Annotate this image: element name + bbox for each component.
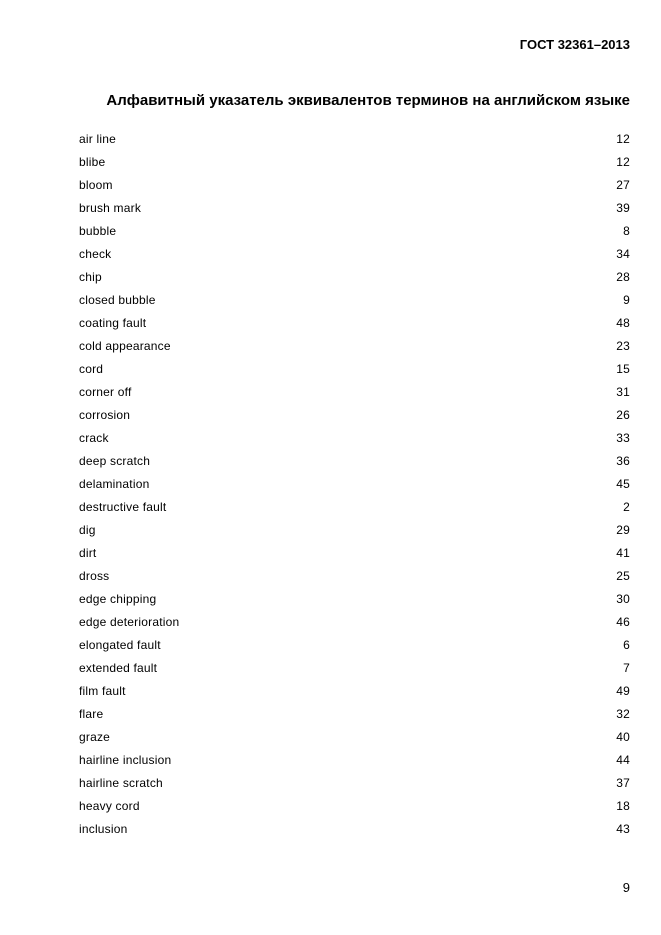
index-entry: graze 40 xyxy=(79,729,630,752)
index-entry: cord 15 xyxy=(79,361,630,384)
entry-term: film fault xyxy=(79,684,126,698)
entry-term: delamination xyxy=(79,477,150,491)
entry-page: 39 xyxy=(616,201,630,215)
entry-page: 36 xyxy=(616,454,630,468)
entry-term: dirt xyxy=(79,546,97,560)
index-entry: bloom 27 xyxy=(79,177,630,200)
entry-term: chip xyxy=(79,270,102,284)
entry-term: edge deterioration xyxy=(79,615,180,629)
entry-term: elongated fault xyxy=(79,638,161,652)
index-entry: corner off 31 xyxy=(79,384,630,407)
index-entry: blibe 12 xyxy=(79,154,630,177)
index-entry: edge deterioration 46 xyxy=(79,614,630,637)
entry-page: 34 xyxy=(616,247,630,261)
entry-page: 7 xyxy=(623,661,630,675)
index-entry: film fault 49 xyxy=(79,683,630,706)
index-entry: crack 33 xyxy=(79,430,630,453)
index-entry: deep scratch 36 xyxy=(79,453,630,476)
entry-page: 2 xyxy=(623,500,630,514)
entry-page: 48 xyxy=(616,316,630,330)
entry-term: crack xyxy=(79,431,109,445)
index-entry: chip 28 xyxy=(79,269,630,292)
entry-page: 15 xyxy=(616,362,630,376)
index-entry: delamination 45 xyxy=(79,476,630,499)
entry-term: bubble xyxy=(79,224,117,238)
entry-term: graze xyxy=(79,730,111,744)
index-entry: bubble 8 xyxy=(79,223,630,246)
entry-term: flare xyxy=(79,707,104,721)
entry-term: deep scratch xyxy=(79,454,151,468)
entry-term: closed bubble xyxy=(79,293,156,307)
term-index-list: air line 12 blibe 12 bloom 27 brush mark 39 bubb… xyxy=(79,131,630,844)
entry-term: cord xyxy=(79,362,104,376)
entry-term: blibe xyxy=(79,155,106,169)
entry-term: corrosion xyxy=(79,408,131,422)
index-entry: inclusion 43 xyxy=(79,821,630,844)
index-entry: closed bubble 9 xyxy=(79,292,630,315)
entry-term: extended fault xyxy=(79,661,158,675)
index-entry: edge chipping 30 xyxy=(79,591,630,614)
index-entry: air line 12 xyxy=(79,131,630,154)
entry-page: 31 xyxy=(616,385,630,399)
index-entry: hairline inclusion 44 xyxy=(79,752,630,775)
index-entry: heavy cord 18 xyxy=(79,798,630,821)
entry-page: 12 xyxy=(616,132,630,146)
entry-term: inclusion xyxy=(79,822,128,836)
entry-term: hairline scratch xyxy=(79,776,163,790)
index-entry: extended fault 7 xyxy=(79,660,630,683)
entry-page: 6 xyxy=(623,638,630,652)
entry-page: 9 xyxy=(623,293,630,307)
index-entry: coating fault 48 xyxy=(79,315,630,338)
page-title: Алфавитный указатель эквивалентов термин… xyxy=(106,92,630,109)
entry-page: 43 xyxy=(616,822,630,836)
entry-term: destructive fault xyxy=(79,500,167,514)
entry-page: 45 xyxy=(616,477,630,491)
entry-page: 32 xyxy=(616,707,630,721)
entry-term: coating fault xyxy=(79,316,147,330)
entry-page: 46 xyxy=(616,615,630,629)
entry-term: check xyxy=(79,247,112,261)
entry-page: 18 xyxy=(616,799,630,813)
entry-page: 12 xyxy=(616,155,630,169)
entry-page: 49 xyxy=(616,684,630,698)
entry-term: cold appearance xyxy=(79,339,171,353)
entry-page: 44 xyxy=(616,753,630,767)
entry-page: 28 xyxy=(616,270,630,284)
index-entry: brush mark 39 xyxy=(79,200,630,223)
entry-term: hairline inclusion xyxy=(79,753,172,767)
entry-term: corner off xyxy=(79,385,132,399)
entry-page: 30 xyxy=(616,592,630,606)
index-entry: elongated fault 6 xyxy=(79,637,630,660)
index-entry: cold appearance 23 xyxy=(79,338,630,361)
entry-page: 33 xyxy=(616,431,630,445)
entry-page: 25 xyxy=(616,569,630,583)
index-entry: destructive fault 2 xyxy=(79,499,630,522)
entry-page: 29 xyxy=(616,523,630,537)
entry-page: 37 xyxy=(616,776,630,790)
entry-page: 41 xyxy=(616,546,630,560)
entry-term: heavy cord xyxy=(79,799,140,813)
index-entry: corrosion 26 xyxy=(79,407,630,430)
index-entry: dirt 41 xyxy=(79,545,630,568)
entry-term: dig xyxy=(79,523,96,537)
entry-page: 23 xyxy=(616,339,630,353)
entry-page: 26 xyxy=(616,408,630,422)
standard-number: ГОСТ 32361–2013 xyxy=(519,37,630,52)
entry-term: bloom xyxy=(79,178,113,192)
entry-page: 40 xyxy=(616,730,630,744)
index-entry: check 34 xyxy=(79,246,630,269)
entry-term: brush mark xyxy=(79,201,142,215)
page-number: 9 xyxy=(622,880,630,895)
entry-page: 27 xyxy=(616,178,630,192)
index-entry: hairline scratch 37 xyxy=(79,775,630,798)
index-entry: dross 25 xyxy=(79,568,630,591)
entry-term: air line xyxy=(79,132,116,146)
entry-page: 8 xyxy=(623,224,630,238)
index-entry: dig 29 xyxy=(79,522,630,545)
entry-term: edge chipping xyxy=(79,592,157,606)
entry-term: dross xyxy=(79,569,110,583)
index-entry: flare 32 xyxy=(79,706,630,729)
